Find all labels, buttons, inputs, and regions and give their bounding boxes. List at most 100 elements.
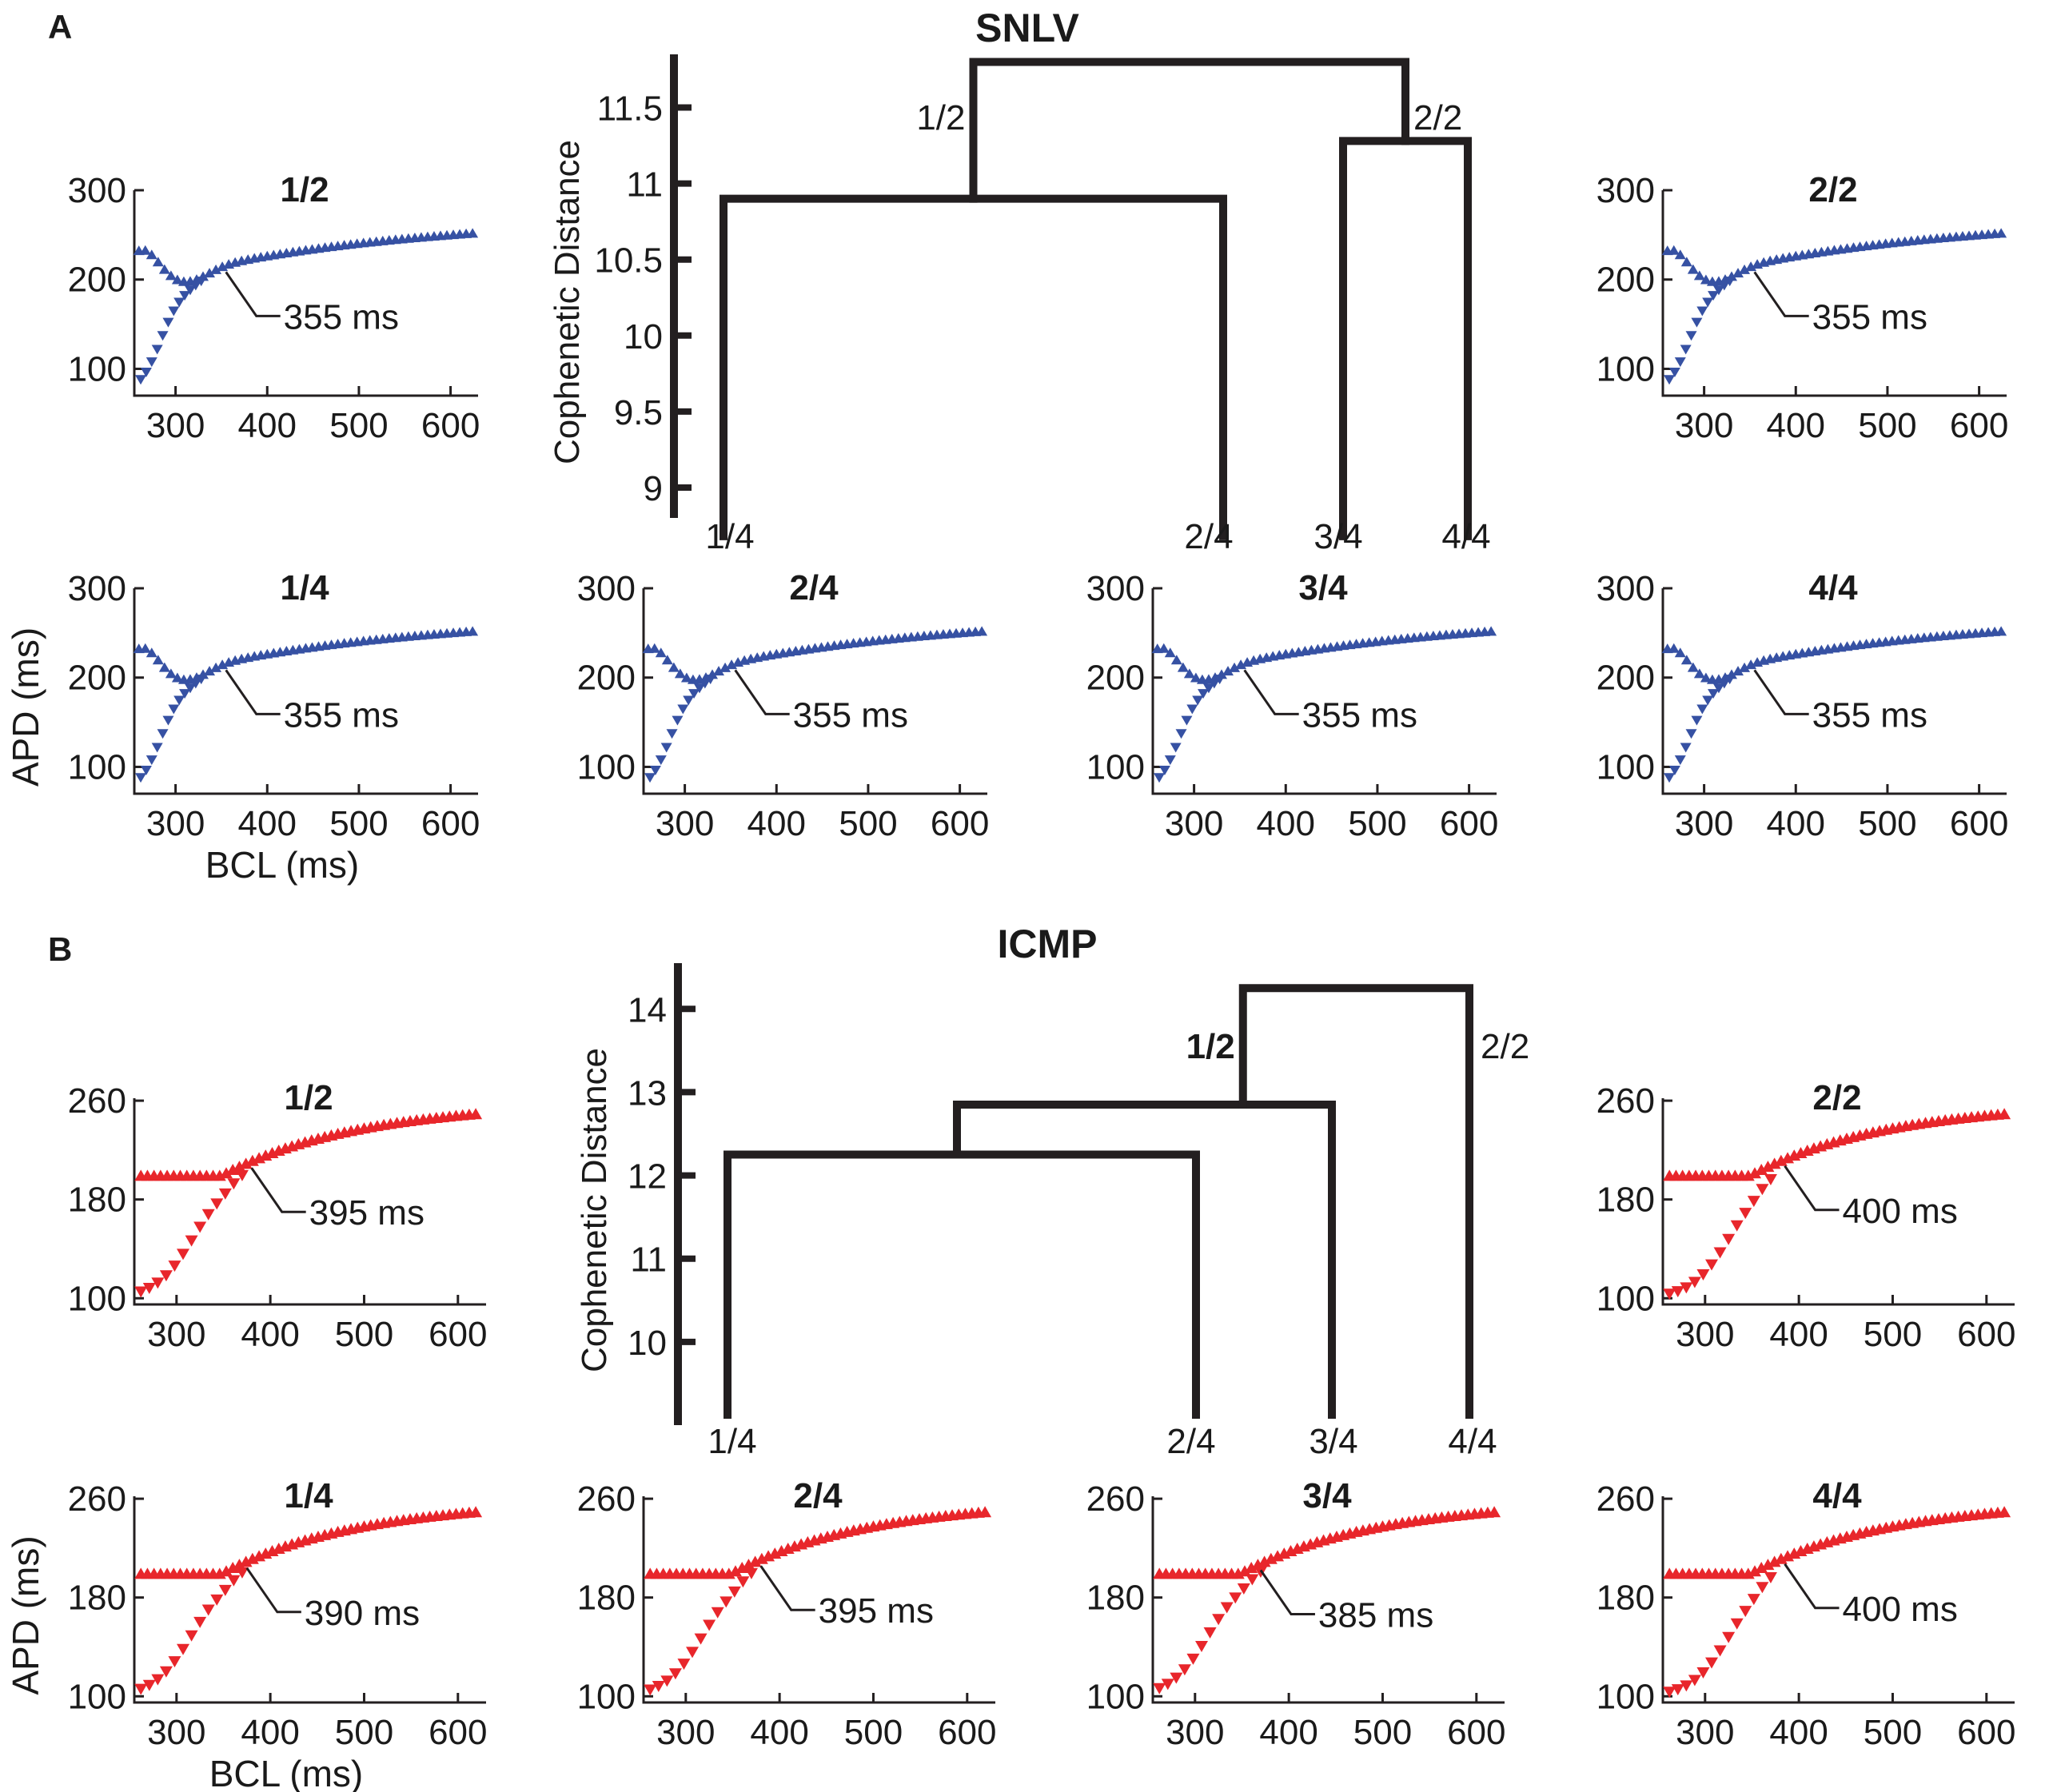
data-point-upper — [139, 643, 151, 653]
annotation-label: 400 ms — [1843, 1590, 1958, 1629]
annotation-leader — [225, 271, 281, 317]
chart-axes — [1151, 588, 1497, 795]
data-point-lower — [195, 277, 207, 287]
data-point-lower — [177, 1643, 190, 1655]
dendro-y-label: Cophenetic Distance — [575, 1048, 614, 1372]
data-point-upper — [219, 1167, 233, 1179]
y-tick-label: 300 — [1597, 569, 1655, 608]
x-tick-label: 400 — [238, 804, 297, 843]
y-tick-label: 200 — [68, 261, 126, 300]
x-tick-label: 600 — [429, 1315, 487, 1354]
data-series — [642, 626, 988, 783]
data-point-upper — [1700, 274, 1712, 285]
data-point-lower — [1237, 1583, 1250, 1595]
data-point-lower — [1722, 1631, 1736, 1643]
dendro-link-3-4 — [953, 1101, 1336, 1419]
annotation-label: 395 ms — [309, 1193, 425, 1232]
data-point-lower — [151, 1277, 165, 1289]
data-point-upper — [1755, 1562, 1768, 1574]
data-point-lower — [1202, 683, 1214, 694]
x-tick-label: 300 — [1165, 804, 1223, 843]
y-tick-label: 260 — [577, 1479, 636, 1519]
data-series — [1151, 626, 1497, 783]
panel-b-letter: B — [48, 930, 72, 968]
y-tick-label: 260 — [1597, 1479, 1655, 1519]
chart-A-2-of-2: 100 200 300 300 400 500 600 2/2 355 ms — [1597, 170, 2009, 445]
y-tick-label: 100 — [577, 1677, 636, 1716]
dendro-y-label: Cophenetic Distance — [548, 140, 587, 464]
data-point-upper — [1995, 626, 2007, 636]
data-point-lower — [1756, 1184, 1769, 1196]
data-point-upper — [1229, 662, 1241, 672]
chart-A-1-of-4: 100 200 300 300 400 500 600 1/4 BCL (ms) APD (ms)… — [5, 568, 480, 886]
data-point-upper — [1748, 1565, 1761, 1577]
data-point-upper — [217, 659, 229, 670]
data-point-lower — [210, 1594, 224, 1606]
chart-axes — [642, 1496, 995, 1704]
dendro-tick-label: 14 — [628, 990, 667, 1029]
dendro-link-top — [969, 58, 1409, 203]
y-tick-label: 200 — [68, 659, 126, 698]
data-point-upper — [979, 1506, 992, 1518]
chart-title: 1/4 — [280, 568, 329, 607]
data-point-lower — [146, 755, 157, 766]
data-point-lower — [146, 357, 157, 368]
data-point-upper — [1235, 659, 1247, 670]
x-tick-label: 400 — [1769, 1315, 1828, 1354]
data-point-upper — [742, 1559, 755, 1571]
data-point-lower — [1756, 1582, 1769, 1594]
data-point-upper — [233, 1161, 246, 1173]
x-tick-label: 500 — [335, 1315, 393, 1354]
data-point-upper — [1222, 666, 1234, 676]
panel-a-title: SNLV — [975, 6, 1079, 50]
annotation-label: 355 ms — [284, 297, 399, 336]
data-series — [1663, 1506, 2011, 1698]
chart-B-2-of-4: 100 180 260 300 400 500 600 2/4 395 ms — [577, 1476, 997, 1752]
data-point-lower — [1724, 277, 1736, 287]
y-tick-label: 100 — [1086, 747, 1145, 786]
data-point-lower — [1747, 1196, 1760, 1208]
panel-a-letter: A — [48, 8, 72, 46]
data-point-upper — [1998, 1506, 2011, 1518]
annotation-leader — [245, 1567, 301, 1614]
data-point-lower — [1708, 291, 1720, 301]
data-point-lower — [227, 1178, 241, 1190]
data-point-lower — [1696, 1667, 1710, 1679]
data-point-upper — [146, 647, 157, 658]
data-point-lower — [644, 1684, 657, 1696]
panel-b-title: ICMP — [998, 922, 1098, 966]
annotation-leader — [734, 669, 790, 715]
data-point-upper — [713, 666, 725, 676]
dendro-leaf-label: 1/4 — [708, 1422, 756, 1461]
data-point-lower — [157, 331, 169, 341]
dendro-leaf-label: 3/4 — [1314, 517, 1362, 556]
x-tick-label: 600 — [1447, 1713, 1505, 1752]
chart-title: 1/4 — [284, 1476, 333, 1515]
data-point-lower — [1178, 1664, 1191, 1676]
data-point-lower — [1680, 743, 1692, 753]
annotation-leader — [1753, 271, 1809, 317]
data-point-upper — [1768, 1555, 1781, 1567]
chart-B-1-of-4: 100 180 260 300 400 500 600 1/4 BCL (ms) APD (ms)… — [5, 1476, 488, 1792]
data-point-lower — [1739, 1606, 1752, 1618]
data-point-lower — [1739, 1208, 1752, 1220]
x-tick-label: 500 — [1858, 804, 1916, 843]
x-tick-label: 500 — [839, 804, 897, 843]
x-tick-label: 600 — [429, 1713, 487, 1752]
y-tick-label: 260 — [1086, 1479, 1145, 1519]
data-point-lower — [672, 715, 684, 726]
data-point-lower — [1663, 1686, 1676, 1698]
data-point-upper — [165, 270, 177, 281]
data-point-upper — [1768, 1157, 1781, 1169]
data-point-lower — [195, 675, 207, 685]
y-tick-label: 200 — [1597, 261, 1655, 300]
dendro-leaf-label: 3/4 — [1309, 1422, 1357, 1461]
x-tick-label: 400 — [1767, 406, 1825, 445]
data-point-upper — [469, 1108, 483, 1120]
data-point-lower — [1722, 1233, 1736, 1245]
data-point-lower — [235, 1169, 249, 1181]
chart-title: 1/2 — [284, 1078, 333, 1117]
y-tick-label: 100 — [68, 1279, 126, 1318]
data-point-lower — [168, 306, 180, 317]
dendro-tick-label: 11 — [630, 1240, 667, 1280]
